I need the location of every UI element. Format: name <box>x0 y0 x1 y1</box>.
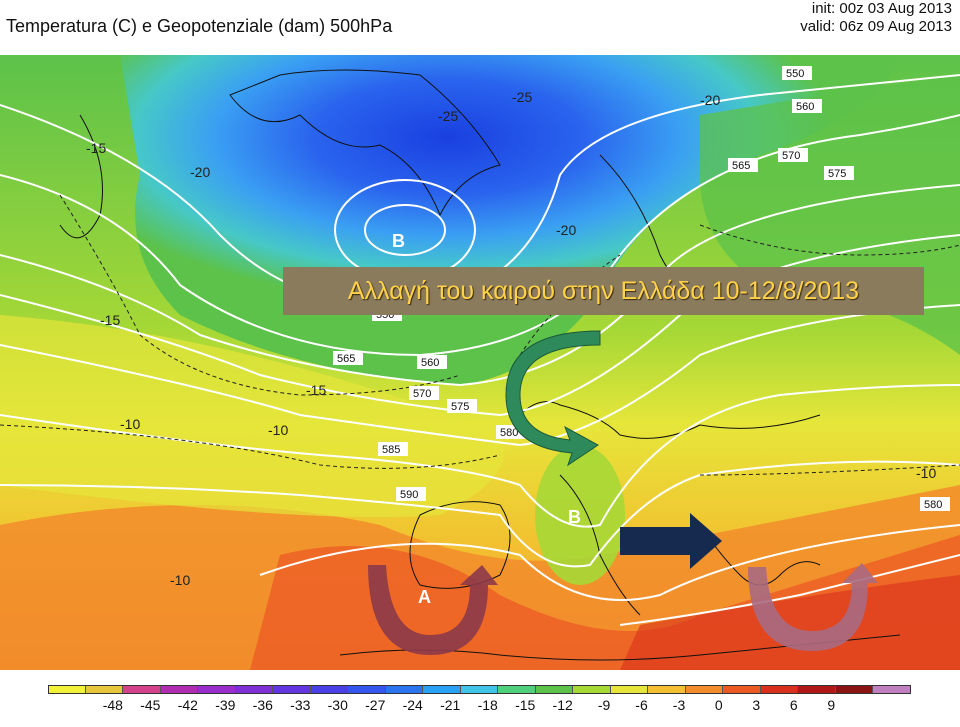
ridge-arrow-west-icon <box>368 565 498 655</box>
label-550: 550 <box>786 68 804 80</box>
color-scale-tick: 3 <box>752 697 761 713</box>
geopotential-contours <box>0 74 960 626</box>
color-swatch <box>498 685 536 693</box>
color-swatch <box>835 685 874 693</box>
atlantic-band <box>0 315 504 517</box>
color-scale-tick: -6 <box>635 697 648 713</box>
color-scale-bar <box>48 685 910 693</box>
tick-spacer <box>835 697 872 717</box>
label-560b: 560 <box>421 357 439 369</box>
color-swatch <box>460 685 499 693</box>
color-scale-tick: -45 <box>140 697 161 713</box>
color-scale-tick: -21 <box>440 697 461 713</box>
color-scale-tick: -18 <box>477 697 498 713</box>
color-scale-tick: -30 <box>327 697 348 713</box>
low-center-italy: B <box>568 507 581 527</box>
t-label-3: -15 <box>86 140 106 156</box>
color-swatch <box>123 685 161 693</box>
label-575b: 575 <box>451 401 469 413</box>
color-swatch <box>573 685 611 693</box>
color-scale-tick: -33 <box>290 697 311 713</box>
color-swatch <box>348 685 386 693</box>
tick-spacer <box>873 697 910 717</box>
trough-arrow-icon <box>505 330 601 467</box>
annotation-banner: Αλλαγή του καιρού στην Ελλάδα 10-12/8/20… <box>283 267 924 315</box>
color-scale-tick: -9 <box>597 697 611 713</box>
valid-time: valid: 06z 09 Aug 2013 <box>800 18 952 35</box>
color-scale-tick: 0 <box>714 697 723 713</box>
color-scale-tick: -39 <box>215 697 236 713</box>
color-scale-tick: -27 <box>365 697 386 713</box>
t-label-7: -10 <box>268 422 288 438</box>
contour-labels: 550 560 565 570 575 580 585 590 565 560 … <box>333 66 950 511</box>
t-label-11: -20 <box>190 164 210 180</box>
color-swatch <box>798 685 836 693</box>
color-scale-tick: -3 <box>672 697 686 713</box>
t-label-12: -25 <box>438 108 458 124</box>
t-label-5: -15 <box>306 382 326 398</box>
hottest-field <box>620 575 960 670</box>
t-label-4: -20 <box>556 222 576 238</box>
color-swatch <box>48 685 86 693</box>
run-info: init: 00z 03 Aug 2013 valid: 06z 09 Aug … <box>800 0 952 36</box>
color-scale-tick: -48 <box>102 697 123 713</box>
t-label-2: -20 <box>700 92 720 108</box>
label-580: 580 <box>500 427 518 439</box>
t-label-6: -10 <box>120 416 140 432</box>
color-swatch <box>273 685 311 693</box>
label-570: 570 <box>782 150 800 162</box>
label-585: 585 <box>382 444 400 456</box>
isotherm-labels: -25 -20 -15 -20 -15 -10 -10 -10 -10 -15 … <box>86 89 936 588</box>
color-swatch <box>685 685 724 693</box>
color-swatch <box>85 685 124 693</box>
color-scale-tick: 9 <box>827 697 836 713</box>
t-label-8: -10 <box>170 572 190 588</box>
ridge-arrow-east-icon <box>748 563 878 651</box>
t-label-1: -25 <box>512 89 532 105</box>
label-575: 575 <box>828 168 846 180</box>
label-565: 565 <box>732 160 750 172</box>
color-swatch <box>423 685 461 693</box>
eastward-arrow-icon <box>620 513 722 569</box>
color-scale-tick: -42 <box>177 697 198 713</box>
color-swatch <box>760 685 799 693</box>
color-swatch <box>160 685 199 693</box>
label-570b: 570 <box>413 388 431 400</box>
color-scale-tick: 6 <box>789 697 798 713</box>
color-scale-tick: -24 <box>402 697 423 713</box>
map-canvas: 550 560 565 570 575 580 585 590 565 560 … <box>0 55 960 670</box>
label-590: 590 <box>400 489 418 501</box>
color-scale-tick: -12 <box>552 697 573 713</box>
color-swatch <box>235 685 274 693</box>
label-560: 560 <box>796 101 814 113</box>
label-565b: 565 <box>337 353 355 365</box>
color-swatch <box>385 685 424 693</box>
low-center-north: B <box>392 231 405 251</box>
color-scale-tick: -36 <box>252 697 273 713</box>
color-swatch <box>535 685 574 693</box>
t-label-10: -15 <box>100 312 120 328</box>
color-swatch <box>873 685 910 693</box>
chart-title: Temperatura (C) e Geopotenziale (dam) 50… <box>6 16 393 36</box>
t-label-9: -10 <box>916 465 936 481</box>
color-swatch <box>648 685 686 693</box>
high-center-iberia: A <box>418 587 431 607</box>
label-580b: 580 <box>924 499 942 511</box>
color-swatch <box>610 685 649 693</box>
color-scale-tick: -15 <box>515 697 536 713</box>
tick-spacer <box>48 697 85 717</box>
color-swatch <box>198 685 236 693</box>
color-swatch <box>723 685 761 693</box>
color-scale-ticks: -48 -45 -42 -39 -36 -33 -30 -27 -24 -21 -18 -15 -12-… <box>48 697 910 717</box>
color-swatch <box>310 685 349 693</box>
init-time: init: 00z 03 Aug 2013 <box>811 0 952 17</box>
weather-map: 550 560 565 570 575 580 585 590 565 560 … <box>0 55 960 670</box>
